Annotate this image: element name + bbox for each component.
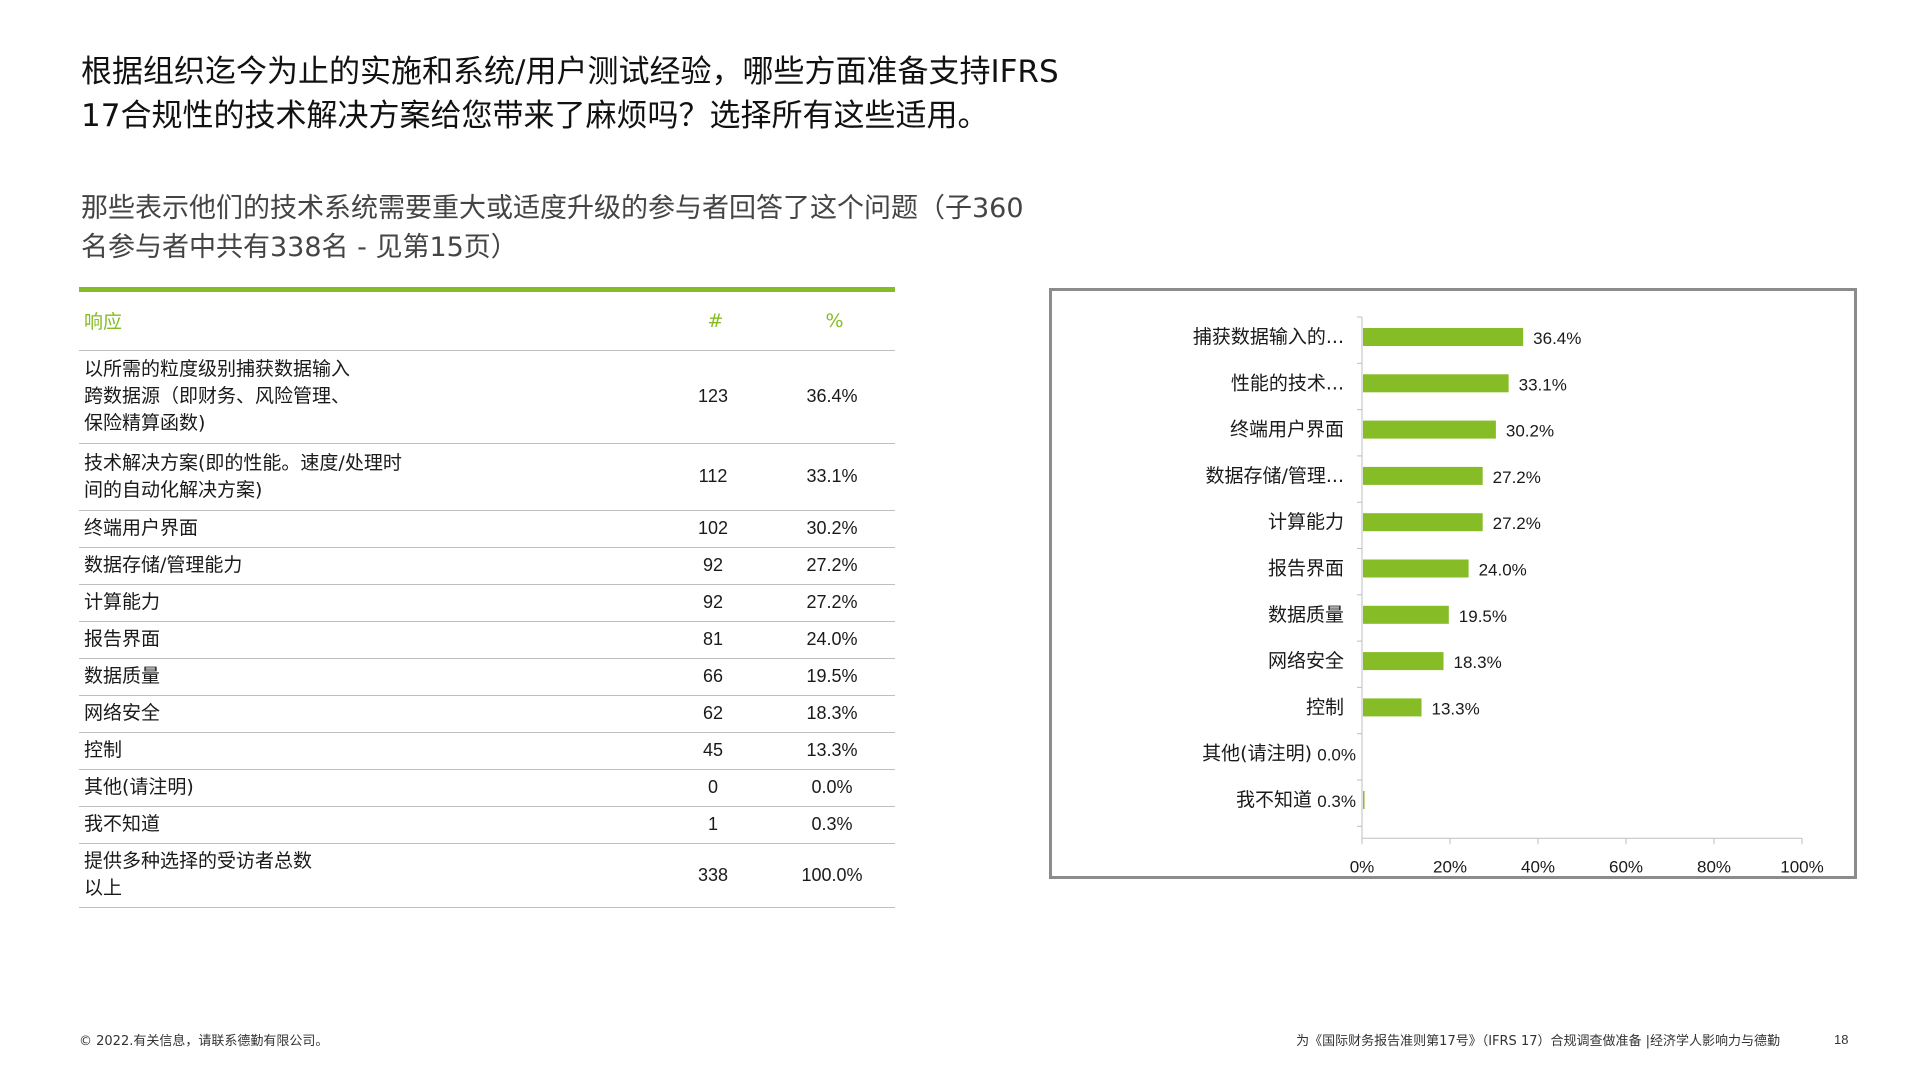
table-row: 数据存储/管理能力 92 27.2% — [79, 546, 895, 584]
row-percent: 36.4% — [769, 349, 895, 443]
row-percent: 30.2% — [769, 509, 895, 547]
category-label: 数据质量 — [1268, 604, 1344, 626]
bar — [1363, 605, 1449, 624]
table-top-rule — [79, 287, 895, 292]
footer-source: 为《国际财务报告准则第17号》（IFRS 17）合规调查做准备 |经济学人影响力… — [1296, 1034, 1780, 1049]
data-label: 18.3% — [1454, 653, 1502, 672]
row-count: 1 — [657, 805, 769, 843]
data-label: 30.2% — [1506, 422, 1554, 441]
data-label: 19.5% — [1459, 607, 1507, 626]
response-table: 响应 # % 以所需的粒度级别捕获数据输入跨数据源（即财务、风险管理、保险精算函… — [79, 287, 895, 908]
bar — [1363, 466, 1483, 485]
x-tick-label: 20% — [1433, 857, 1467, 876]
row-percent: 0.0% — [769, 768, 895, 806]
table-row-total: 提供多种选择的受访者总数以上 338 100.0% — [79, 842, 895, 908]
data-label: 0.0% — [1317, 746, 1356, 765]
data-label: 13.3% — [1432, 699, 1480, 718]
bar — [1363, 559, 1469, 578]
x-tick-label: 80% — [1697, 857, 1731, 876]
row-label: 报告界面 — [79, 620, 657, 658]
bar — [1363, 374, 1509, 393]
x-tick-label: 0% — [1350, 857, 1375, 876]
data-label: 0.3% — [1317, 792, 1356, 811]
category-label: 性能的技术... — [1231, 372, 1344, 394]
row-percent: 19.5% — [769, 657, 895, 695]
row-count: 102 — [657, 509, 769, 547]
table-row: 我不知道 1 0.3% — [79, 805, 895, 843]
category-label: 数据存储/管理... — [1205, 465, 1344, 487]
row-label: 数据存储/管理能力 — [79, 546, 657, 584]
category-label: 捕获数据输入的... — [1193, 326, 1344, 348]
category-label: 网络安全 — [1268, 650, 1344, 672]
bar — [1363, 328, 1524, 346]
row-label: 网络安全 — [79, 694, 657, 732]
category-label: 控制 — [1306, 696, 1344, 718]
row-count: 81 — [657, 620, 769, 658]
data-label: 33.1% — [1519, 375, 1567, 394]
table-row: 终端用户界面 102 30.2% — [79, 509, 895, 547]
row-percent: 13.3% — [769, 731, 895, 769]
row-count: 123 — [657, 349, 769, 443]
row-count: 112 — [657, 442, 769, 510]
header-response: 响应 — [84, 311, 123, 334]
page-subtitle: 那些表示他们的技术系统需要重大或适度升级的参与者回答了这个问题（子360名参与者… — [81, 193, 1024, 263]
row-percent: 27.2% — [769, 583, 895, 621]
bar — [1363, 420, 1496, 439]
data-label: 27.2% — [1493, 468, 1541, 487]
table-row: 报告界面 81 24.0% — [79, 620, 895, 658]
row-label: 技术解决方案(即的性能。速度/处理时间的自动化解决方案) — [79, 442, 657, 510]
page-title: 根据组织迄今为止的实施和系统/用户测试经验，哪些方面准备支持IFRS 17合规性… — [81, 54, 1059, 134]
row-label: 提供多种选择的受访者总数以上 — [79, 842, 657, 908]
data-label: 36.4% — [1533, 329, 1581, 348]
table-header-row: 响应 # % — [79, 292, 895, 350]
row-percent: 33.1% — [769, 442, 895, 510]
row-count: 62 — [657, 694, 769, 732]
bar — [1363, 791, 1365, 809]
row-count: 66 — [657, 657, 769, 695]
row-count: 45 — [657, 731, 769, 769]
bar — [1363, 698, 1422, 717]
table-row: 控制 45 13.3% — [79, 731, 895, 769]
category-label: 我不知道 — [1236, 789, 1312, 811]
row-label: 计算能力 — [79, 583, 657, 621]
row-percent: 18.3% — [769, 694, 895, 732]
row-count: 92 — [657, 546, 769, 584]
row-percent: 27.2% — [769, 546, 895, 584]
row-percent: 100.0% — [769, 842, 895, 908]
row-percent: 0.3% — [769, 805, 895, 843]
bar — [1363, 652, 1444, 671]
row-count: 338 — [657, 842, 769, 908]
data-label: 27.2% — [1493, 514, 1541, 533]
table-row: 网络安全 62 18.3% — [79, 694, 895, 732]
row-label: 终端用户界面 — [79, 509, 657, 547]
row-label: 我不知道 — [79, 805, 657, 843]
table-row: 数据质量 66 19.5% — [79, 657, 895, 695]
table-row: 计算能力 92 27.2% — [79, 583, 895, 621]
category-label: 其他(请注明) — [1202, 743, 1312, 765]
category-label: 报告界面 — [1268, 558, 1344, 580]
category-label: 计算能力 — [1268, 511, 1344, 533]
table-row: 其他(请注明) 0 0.0% — [79, 768, 895, 806]
bar-chart-frame: 捕获数据输入的... 36.4% 性能的技术... 33.1% 终端用户界面 30.2% 数… — [1049, 288, 1857, 879]
category-label: 终端用户界面 — [1230, 419, 1344, 441]
page-number: 18 — [1834, 1032, 1849, 1047]
row-label: 数据质量 — [79, 657, 657, 695]
row-count: 92 — [657, 583, 769, 621]
x-tick-label: 100% — [1780, 857, 1823, 876]
row-percent: 24.0% — [769, 620, 895, 658]
data-label: 24.0% — [1479, 561, 1527, 580]
row-count: 0 — [657, 768, 769, 806]
x-tick-label: 60% — [1609, 857, 1643, 876]
footer-copyright: © 2022.有关信息，请联系德勤有限公司。 — [79, 1034, 329, 1049]
row-label: 控制 — [79, 731, 657, 769]
bar-chart: 捕获数据输入的... 36.4% 性能的技术... 33.1% 终端用户界面 30.2% 数… — [1193, 316, 1824, 876]
x-tick-label: 40% — [1521, 857, 1555, 876]
row-label: 其他(请注明) — [79, 768, 657, 806]
header-percent: % — [825, 309, 844, 332]
table-row: 以所需的粒度级别捕获数据输入跨数据源（即财务、风险管理、保险精算函数) 123 … — [79, 349, 895, 443]
table-row: 技术解决方案(即的性能。速度/处理时间的自动化解决方案) 112 33.1% — [79, 442, 895, 510]
header-count: # — [707, 309, 724, 332]
row-label: 以所需的粒度级别捕获数据输入跨数据源（即财务、风险管理、保险精算函数) — [79, 349, 657, 443]
bar — [1363, 513, 1483, 532]
